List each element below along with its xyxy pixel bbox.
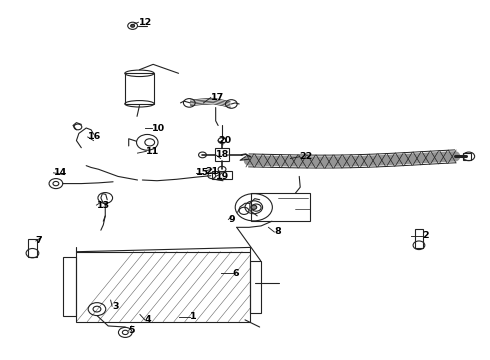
Bar: [251, 193, 310, 221]
Text: 13: 13: [97, 201, 110, 210]
Text: 6: 6: [233, 269, 240, 278]
Text: 7: 7: [36, 237, 43, 246]
Text: 21: 21: [205, 167, 218, 176]
Text: 20: 20: [218, 136, 231, 145]
Text: 19: 19: [216, 172, 229, 181]
Text: 1: 1: [190, 312, 197, 321]
Text: 22: 22: [300, 152, 313, 161]
Bar: [250, 261, 261, 313]
Circle shape: [131, 24, 135, 27]
Text: 9: 9: [228, 215, 235, 224]
Bar: [27, 239, 37, 257]
Bar: [76, 252, 250, 321]
Circle shape: [251, 205, 257, 210]
Bar: [63, 257, 76, 316]
Text: 17: 17: [211, 93, 224, 102]
Bar: [215, 148, 229, 161]
Text: 18: 18: [216, 150, 229, 159]
Text: 10: 10: [152, 123, 165, 132]
Text: 12: 12: [139, 18, 152, 27]
Bar: [212, 171, 232, 179]
Text: 8: 8: [274, 228, 281, 237]
Bar: [125, 73, 154, 104]
Text: 15: 15: [196, 168, 209, 177]
Text: 11: 11: [147, 147, 160, 156]
Text: 3: 3: [112, 302, 119, 311]
Text: 16: 16: [88, 132, 101, 141]
Bar: [415, 229, 423, 248]
Text: 14: 14: [53, 168, 67, 177]
Text: 4: 4: [145, 315, 151, 324]
Bar: [463, 153, 471, 160]
Text: 5: 5: [129, 326, 135, 335]
Text: 2: 2: [422, 231, 428, 240]
